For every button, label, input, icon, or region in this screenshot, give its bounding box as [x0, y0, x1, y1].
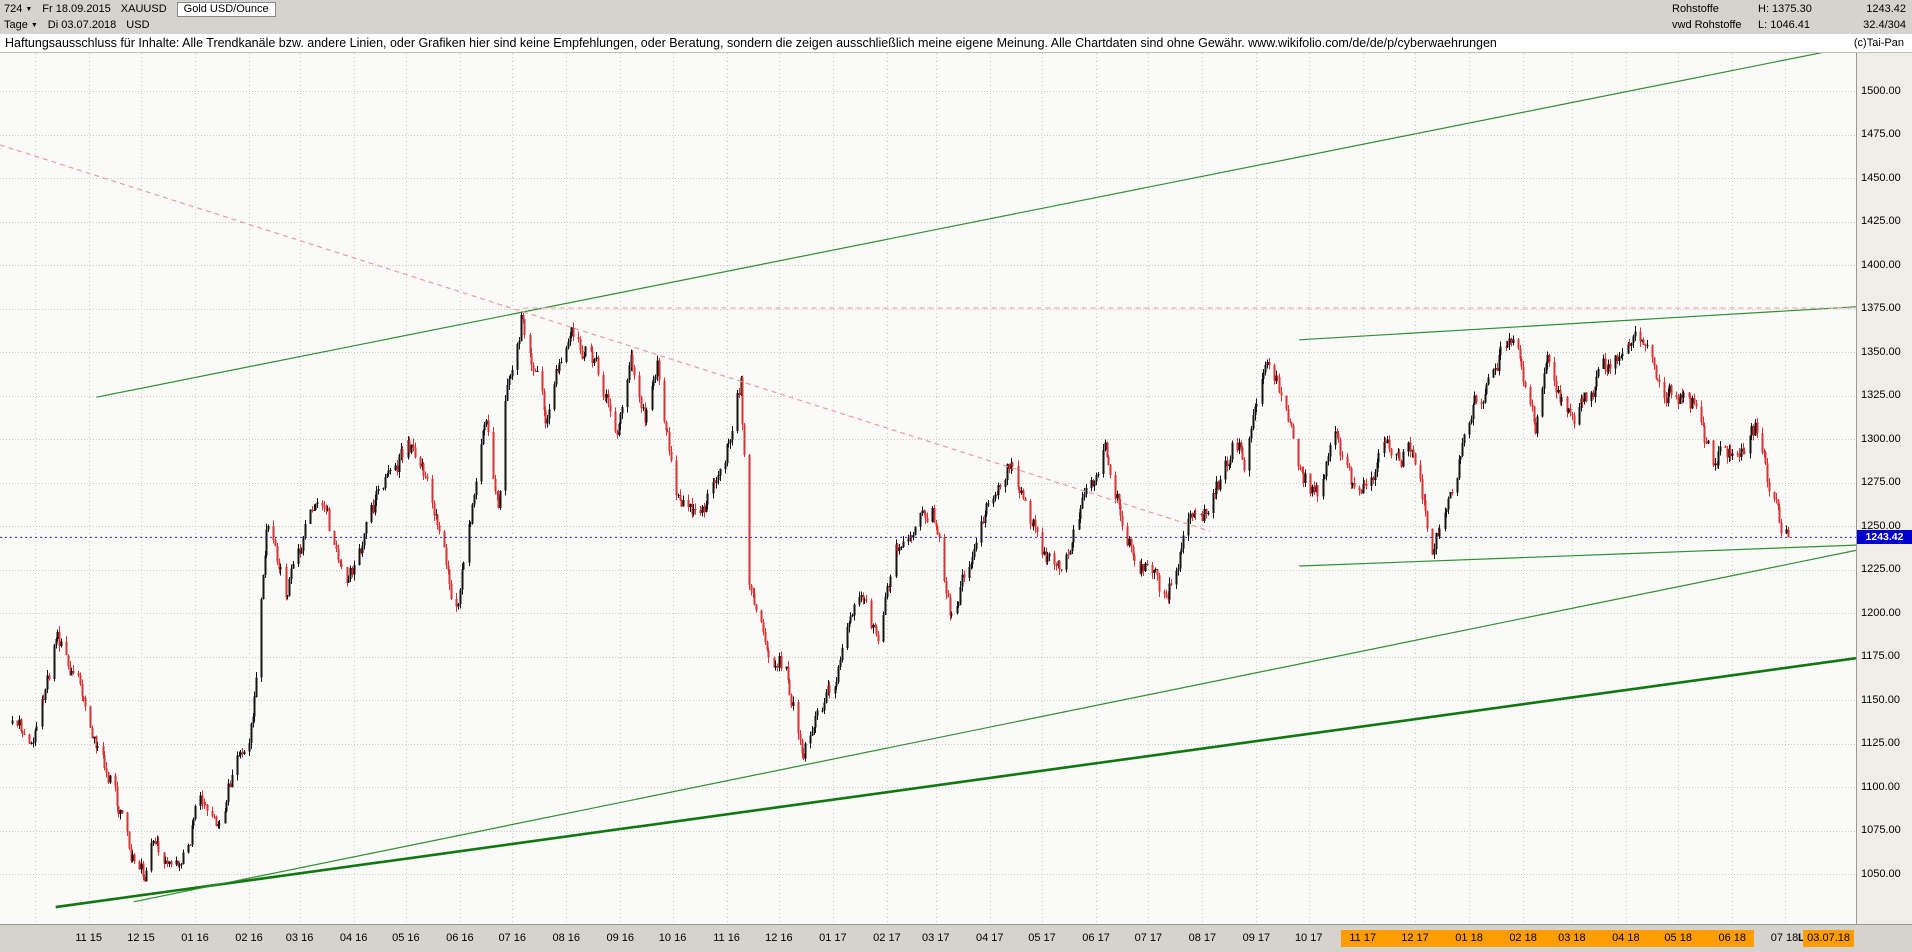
time-axis-label: 01 17: [819, 932, 847, 944]
time-axis-label: 03 18: [1558, 932, 1586, 944]
price-axis-label: 1300.00: [1861, 432, 1901, 445]
timeframe-dropdown[interactable]: Tage ▼: [4, 19, 38, 31]
price-axis-label: 1425.00: [1861, 215, 1901, 227]
price-axis-label: 1475.00: [1861, 128, 1901, 140]
last-price-tag: 1243.42: [1857, 530, 1912, 545]
rising-support-major-line[interactable]: [55, 656, 1856, 909]
time-axis-label: 12 17: [1401, 932, 1429, 944]
price-axis-label: 1450.00: [1861, 171, 1901, 184]
last-marker-label: L: [1798, 932, 1805, 944]
time-axis-label: 10 17: [1294, 932, 1323, 944]
price-axis-label: 1050.00: [1861, 867, 1901, 880]
bars-count-value: 724: [4, 3, 23, 15]
period-high-label: H: 1375.30: [1758, 3, 1812, 15]
data-source-label: vwd Rohstoffe: [1672, 19, 1742, 31]
time-axis-label: 05 17: [1028, 932, 1056, 944]
time-axis-label: 07 18: [1770, 932, 1799, 944]
price-axis-label: 1275.00: [1861, 476, 1901, 488]
chevron-down-icon: ▼: [30, 21, 38, 29]
time-axis-label: 11 17: [1349, 932, 1377, 944]
header-right: Rohstoffe H: 1375.30 1243.42 vwd Rohstof…: [1672, 1, 1906, 33]
last-price-header-value: 1243.42: [1866, 3, 1906, 15]
instrument-name-box: Gold USD/Ounce: [176, 1, 276, 17]
time-axis-label: 09 16: [606, 932, 635, 944]
price-axis-label: 1250.00: [1861, 519, 1901, 532]
price-axis-label: 1200.00: [1861, 606, 1901, 619]
price-axis-label: 1150.00: [1861, 693, 1900, 706]
time-axis: 11 15 12 15 01 16 02 16 03 16 04 16 05 16 06 16…: [0, 924, 1912, 952]
chevron-down-icon: ▼: [25, 5, 33, 13]
rising-channel-upper-line[interactable]: [96, 53, 1857, 398]
price-axis-label: 1075.00: [1861, 824, 1901, 836]
chart-svg[interactable]: [0, 53, 1856, 924]
time-axis-label: 11 16: [713, 932, 740, 944]
disclaimer-bar: Haftungsausschluss für Inhalte: Alle Tre…: [0, 34, 1912, 53]
time-axis-label: 08 17: [1188, 932, 1217, 944]
period-low-label: L: 1046.41: [1758, 19, 1810, 31]
price-axis-label: 1125.00: [1861, 737, 1900, 749]
end-date-axis-label: 03.07.18: [1803, 930, 1854, 947]
time-axis-label: 03 17: [921, 932, 950, 944]
price-axis-label: 1500.00: [1861, 84, 1901, 97]
end-date-label: Di 03.07.2018: [47, 19, 117, 31]
time-axis-label: 01 16: [181, 932, 209, 944]
price-axis: 1500.00 1475.00 1450.00 1425.00 1400.00 1375.…: [1856, 53, 1912, 924]
price-axis-label: 1100.00: [1861, 780, 1900, 793]
currency-label: USD: [126, 19, 150, 31]
disclaimer-text: Haftungsausschluss für Inhalte: Alle Tre…: [5, 36, 1497, 50]
falling-trendline-dashed[interactable]: [0, 144, 1211, 532]
time-axis-label: 11 15: [75, 932, 103, 944]
time-axis-label: 04 18: [1612, 932, 1640, 944]
support-triangle-lower-line[interactable]: [1299, 544, 1856, 567]
price-axis-label: 1225.00: [1861, 563, 1901, 575]
time-axis-label: 06 16: [446, 932, 474, 944]
time-axis-label: 02 17: [873, 932, 901, 944]
chart-canvas[interactable]: [0, 53, 1856, 924]
time-axis-label: 05 18: [1664, 932, 1692, 944]
price-axis-label: 1175.00: [1861, 650, 1900, 662]
resistance-triangle-upper-line[interactable]: [1299, 306, 1856, 341]
time-axis-label: 05 16: [392, 932, 420, 944]
time-axis-label: 10 16: [658, 932, 687, 944]
category-label: Rohstoffe: [1672, 3, 1719, 15]
time-axis-label: 04 16: [339, 932, 368, 944]
time-axis-label: 07 17: [1134, 932, 1163, 944]
symbol-label: XAUUSD: [120, 3, 167, 15]
recent-months-highlight: [1340, 930, 1755, 947]
time-axis-label: 06 18: [1718, 932, 1746, 944]
time-axis-label: 09 17: [1242, 932, 1271, 944]
time-axis-label: 06 17: [1082, 932, 1110, 944]
price-axis-label: 1325.00: [1861, 389, 1901, 401]
time-axis-label: 07 16: [498, 932, 526, 944]
price-axis-label: 1375.00: [1861, 302, 1901, 314]
start-date-label: Fr 18.09.2015: [42, 3, 111, 15]
time-axis-label: 03 16: [285, 932, 314, 944]
copyright-label: (c)Tai-Pan: [1853, 37, 1904, 49]
header-left: 724 ▼ Fr 18.09.2015 XAUUSD Gold USD/Ounc…: [4, 1, 276, 33]
time-axis-label: 04 17: [975, 932, 1004, 944]
price-axis-label: 1350.00: [1861, 345, 1901, 358]
candles-layer: [11, 311, 1790, 882]
time-axis-label: 08 16: [552, 932, 580, 944]
time-axis-label: 02 16: [235, 932, 263, 944]
time-axis-label: 12 15: [127, 932, 155, 944]
rising-support-inner-line[interactable]: [133, 549, 1856, 903]
price-axis-label: 1400.00: [1861, 258, 1901, 271]
chart-header: 724 ▼ Fr 18.09.2015 XAUUSD Gold USD/Ounc…: [0, 0, 1912, 34]
time-axis-label: 02 18: [1509, 932, 1537, 944]
time-axis-label: 12 16: [765, 932, 793, 944]
ratio-label: 32.4/304: [1863, 19, 1906, 31]
bars-count-dropdown[interactable]: 724 ▼: [4, 3, 32, 15]
time-axis-label: 01 18: [1455, 932, 1483, 944]
timeframe-value: Tage: [4, 19, 28, 31]
grid-layer: [0, 53, 1856, 924]
